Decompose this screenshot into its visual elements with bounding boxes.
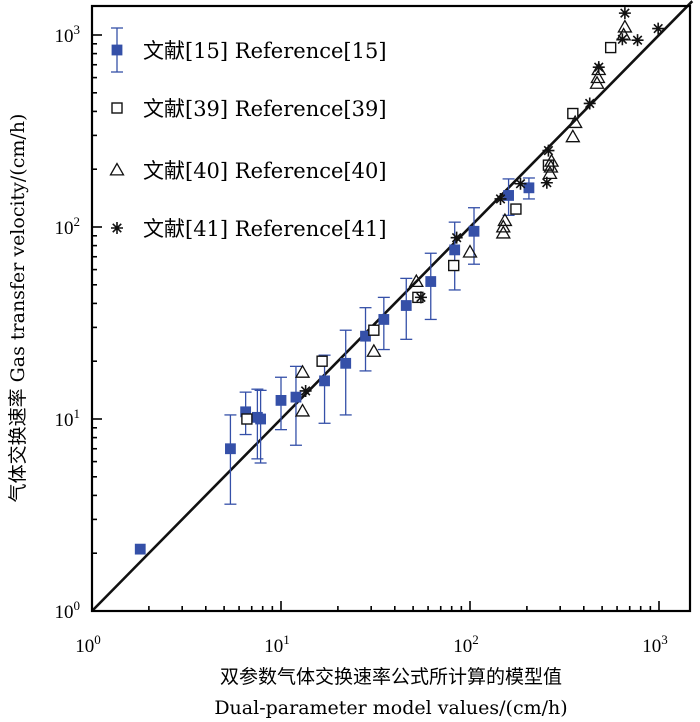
y-axis-title: 气体交换速率 Gas transfer velocity/(cm/h): [7, 114, 29, 503]
marker-asterisk: [414, 291, 427, 304]
y-tick-label: 103: [55, 22, 81, 47]
marker-asterisk: [616, 33, 629, 46]
x-tick-label: 103: [642, 632, 668, 657]
series-4-points: [299, 7, 665, 397]
legend-marker-asterisk: [111, 222, 123, 234]
legend-marker-open-square: [111, 102, 123, 114]
marker-asterisk: [299, 384, 312, 397]
marker-open-square: [448, 259, 460, 272]
marker-filled-square: [425, 276, 437, 287]
marker-open-triangle: [366, 343, 382, 357]
marker-filled-square: [468, 225, 480, 237]
data-points: [134, 7, 665, 555]
marker-filled-square: [360, 330, 371, 342]
legend-label-ref39: 文献[39] Reference[39]: [143, 97, 387, 121]
marker-filled-square: [134, 543, 146, 555]
legend-marker-open-triangle: [109, 162, 125, 176]
marker-open-triangle: [565, 128, 581, 143]
marker-filled-square: [449, 244, 461, 256]
marker-open-square: [368, 324, 380, 336]
legend-item-ref41: 文献[41] Reference[41]: [111, 217, 387, 241]
marker-filled-square: [290, 391, 302, 403]
marker-open-triangle: [294, 403, 311, 417]
marker-open-triangle: [495, 219, 511, 233]
plot-frame: [90, 4, 692, 613]
y-tick-label: 101: [55, 406, 81, 431]
marker-asterisk: [618, 7, 631, 20]
marker-asterisk: [631, 34, 644, 47]
marker-filled-square: [400, 300, 412, 311]
marker-open-square: [316, 355, 328, 367]
x-axis-title-english: Dual-parameter model values/(cm/h): [214, 697, 567, 719]
marker-open-square: [241, 413, 253, 425]
marker-asterisk: [592, 61, 605, 74]
marker-filled-square: [225, 443, 236, 455]
marker-open-triangle: [408, 273, 424, 288]
y-tick-label: 100: [55, 598, 81, 623]
marker-filled-square: [378, 314, 390, 325]
marker-asterisk: [540, 176, 553, 189]
series-3-points: [294, 19, 633, 417]
legend-marker-filled-square-errorbar: [111, 27, 123, 73]
marker-filled-square: [111, 44, 123, 56]
legend-item-ref40: 文献[40] Reference[40]: [109, 159, 387, 183]
marker-open-triangle: [497, 212, 513, 227]
marker-asterisk: [542, 144, 555, 157]
marker-open-triangle: [617, 19, 633, 33]
marker-asterisk: [583, 97, 596, 110]
marker-open-triangle: [567, 114, 583, 129]
marker-asterisk: [450, 231, 463, 244]
x-tick-label: 100: [75, 632, 101, 657]
marker-open-triangle: [294, 364, 311, 378]
legend-label-ref15: 文献[15] Reference[15]: [143, 39, 387, 63]
marker-asterisk: [514, 177, 527, 190]
legend: 文献[15] Reference[15] 文献[39] Reference[39…: [109, 27, 387, 241]
legend-label-ref41: 文献[41] Reference[41]: [143, 217, 387, 241]
marker-open-square: [567, 107, 579, 120]
marker-filled-square: [340, 357, 352, 369]
y-tick-label: 102: [55, 214, 81, 239]
marker-open-square: [604, 41, 617, 54]
marker-open-triangle: [543, 153, 560, 167]
legend-item-ref39: 文献[39] Reference[39]: [111, 97, 387, 121]
x-tick-label: 102: [453, 632, 479, 657]
marker-filled-square: [275, 394, 287, 406]
marker-filled-square: [319, 375, 330, 387]
x-axis-title-chinese: 双参数气体交换速率公式所计算的模型值: [220, 666, 562, 688]
marker-open-square: [111, 102, 123, 114]
marker-open-triangle: [109, 162, 125, 176]
marker-asterisk: [652, 22, 665, 35]
series-1-points: [134, 177, 535, 555]
axis-tick-labels: 100 100 101 101 102 102 103 103: [55, 22, 668, 657]
marker-open-triangle: [590, 69, 606, 84]
marker-asterisk: [111, 222, 123, 234]
x-tick-label: 101: [264, 632, 290, 657]
marker-asterisk: [494, 192, 507, 205]
marker-filled-square: [255, 413, 267, 425]
marker-open-triangle: [591, 61, 607, 76]
legend-label-ref40: 文献[40] Reference[40]: [143, 159, 387, 183]
marker-open-square: [510, 203, 522, 215]
marker-open-triangle: [462, 244, 478, 258]
legend-item-ref15: 文献[15] Reference[15]: [111, 27, 387, 73]
